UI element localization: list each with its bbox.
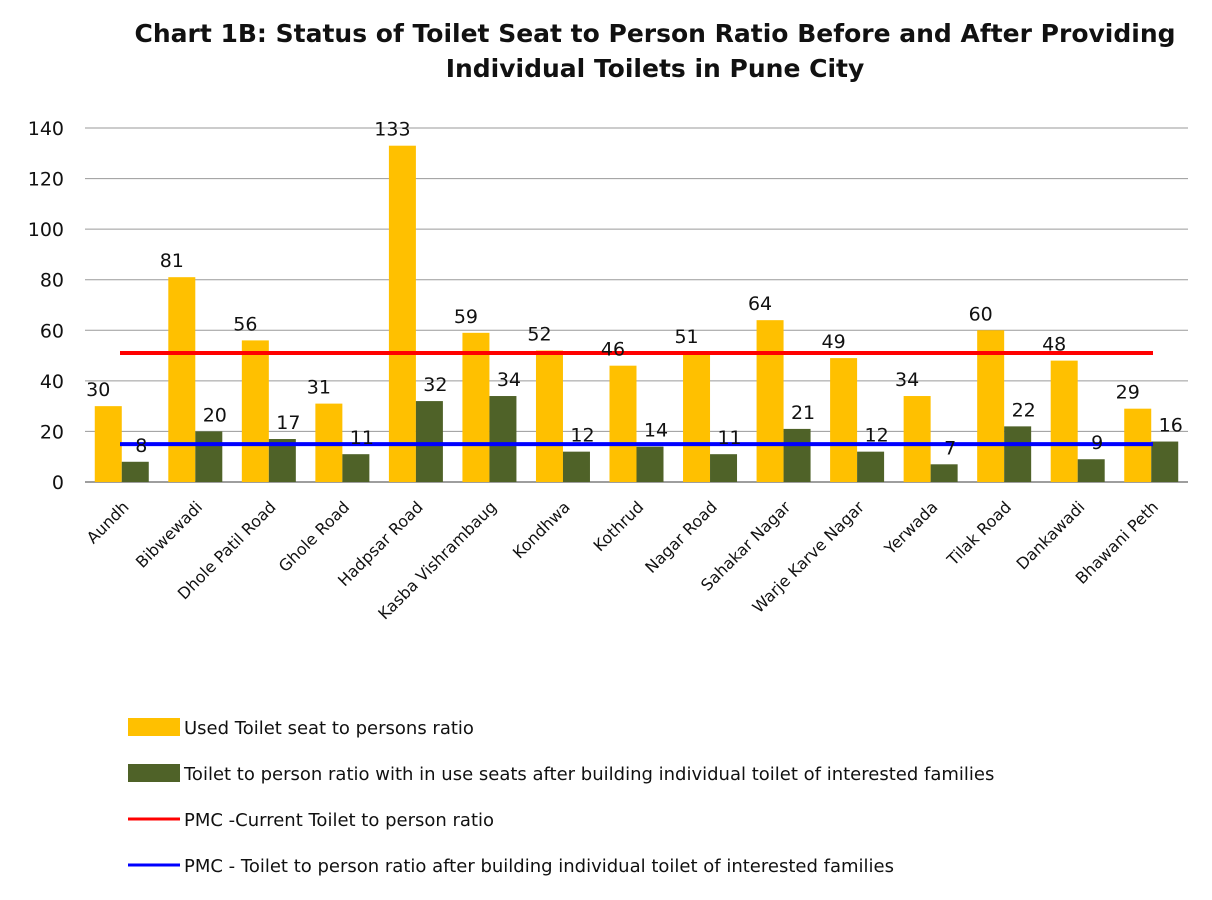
bar-series-1 (94, 406, 122, 482)
bar-series-2 (415, 401, 443, 482)
legend-label: Toilet to person ratio with in use seats… (183, 764, 994, 785)
bar-series-2 (268, 439, 296, 482)
data-label: 133 (374, 119, 410, 141)
data-label: 48 (1042, 334, 1066, 356)
bar-series-1 (609, 365, 637, 482)
bar-series-2 (195, 431, 223, 482)
data-label: 20 (203, 404, 227, 426)
bar-series-2 (930, 464, 958, 482)
data-label: 14 (644, 420, 668, 442)
x-category-label: Yerwada (880, 497, 941, 558)
bar-series-1 (756, 320, 784, 482)
bar-series-2 (342, 454, 370, 482)
bar-series-1 (462, 332, 490, 482)
x-category-label: Kothrud (590, 497, 648, 555)
bar-series-1 (977, 330, 1005, 482)
y-axis-ticks: 0 20 40 60 80 100 120 140 (28, 118, 64, 494)
data-label: 29 (1116, 382, 1140, 404)
data-label: 12 (570, 425, 594, 447)
data-label: 52 (527, 324, 551, 346)
data-label: 34 (497, 369, 521, 391)
x-category-label: Tilak Road (943, 497, 1015, 569)
data-label: 17 (276, 412, 300, 434)
data-label: 64 (748, 293, 772, 315)
y-tick-label: 120 (28, 169, 64, 191)
bar-series-1 (683, 353, 711, 482)
legend-label: Used Toilet seat to persons ratio (184, 718, 474, 739)
legend-label: PMC - Toilet to person ratio after build… (184, 856, 894, 877)
x-category-label: Nagar Road (641, 497, 721, 577)
y-tick-label: 0 (52, 472, 64, 494)
bar-series-2 (783, 428, 811, 482)
legend-swatch (128, 718, 180, 736)
data-label: 59 (454, 306, 478, 328)
data-label: 46 (601, 339, 625, 361)
data-label: 32 (423, 374, 447, 396)
bar-series-1 (388, 145, 416, 482)
data-labels: 30 81 56 31 133 59 52 46 51 64 49 34 60 48 29 8 20 17 11 32… (86, 119, 1183, 460)
data-label: 31 (307, 377, 331, 399)
bar-series-2 (710, 454, 738, 482)
bar-series-1 (830, 358, 858, 482)
bar-series-2 (562, 451, 590, 482)
data-label: 49 (822, 331, 846, 353)
bar-series-2 (1004, 426, 1032, 482)
bar-series-2 (857, 451, 885, 482)
reference-lines (120, 351, 1153, 447)
x-category-label: Bibwewadi (132, 497, 206, 571)
y-tick-label: 80 (40, 270, 64, 292)
data-label: 21 (791, 402, 815, 424)
bar-series-1 (903, 396, 931, 482)
y-tick-label: 100 (28, 219, 64, 241)
bar-series-2 (121, 461, 149, 482)
bar-series-1 (241, 340, 269, 482)
legend: Used Toilet seat to persons ratio Toilet … (128, 718, 994, 877)
y-tick-label: 20 (40, 421, 64, 443)
bar-series-2 (489, 396, 517, 482)
y-tick-label: 140 (28, 118, 64, 140)
data-label: 16 (1159, 415, 1183, 437)
data-label: 9 (1091, 432, 1103, 454)
bar-series-1 (535, 350, 563, 482)
data-label: 60 (969, 303, 993, 325)
x-category-label: Ghole Road (275, 497, 353, 575)
bar-series-2 (1151, 441, 1179, 482)
data-label: 34 (895, 369, 919, 391)
x-category-label: Kondhwa (509, 497, 574, 562)
data-label: 56 (233, 313, 257, 335)
data-label: 11 (350, 427, 374, 449)
chart-title-line-2: Individual Toilets in Pune City (446, 54, 865, 83)
legend-swatch (128, 764, 180, 782)
bars (94, 145, 1179, 482)
x-category-label: Aundh (83, 497, 133, 547)
data-label: 8 (135, 435, 147, 457)
data-label: 22 (1012, 399, 1036, 421)
y-tick-label: 40 (40, 371, 64, 393)
y-tick-label: 60 (40, 320, 64, 342)
bar-series-1 (1050, 360, 1078, 482)
data-label: 51 (674, 326, 698, 348)
data-label: 7 (944, 437, 956, 459)
bar-series-2 (1077, 459, 1105, 482)
legend-label: PMC -Current Toilet to person ratio (184, 810, 494, 831)
chart-title-line-1: Chart 1B: Status of Toilet Seat to Perso… (134, 19, 1175, 48)
bar-series-2 (636, 446, 664, 482)
x-category-label: Dankawadi (1012, 497, 1088, 573)
data-label: 81 (160, 250, 184, 272)
data-label: 30 (86, 379, 110, 401)
bar-series-1 (168, 277, 196, 482)
data-label: 11 (717, 427, 741, 449)
data-label: 12 (865, 425, 889, 447)
